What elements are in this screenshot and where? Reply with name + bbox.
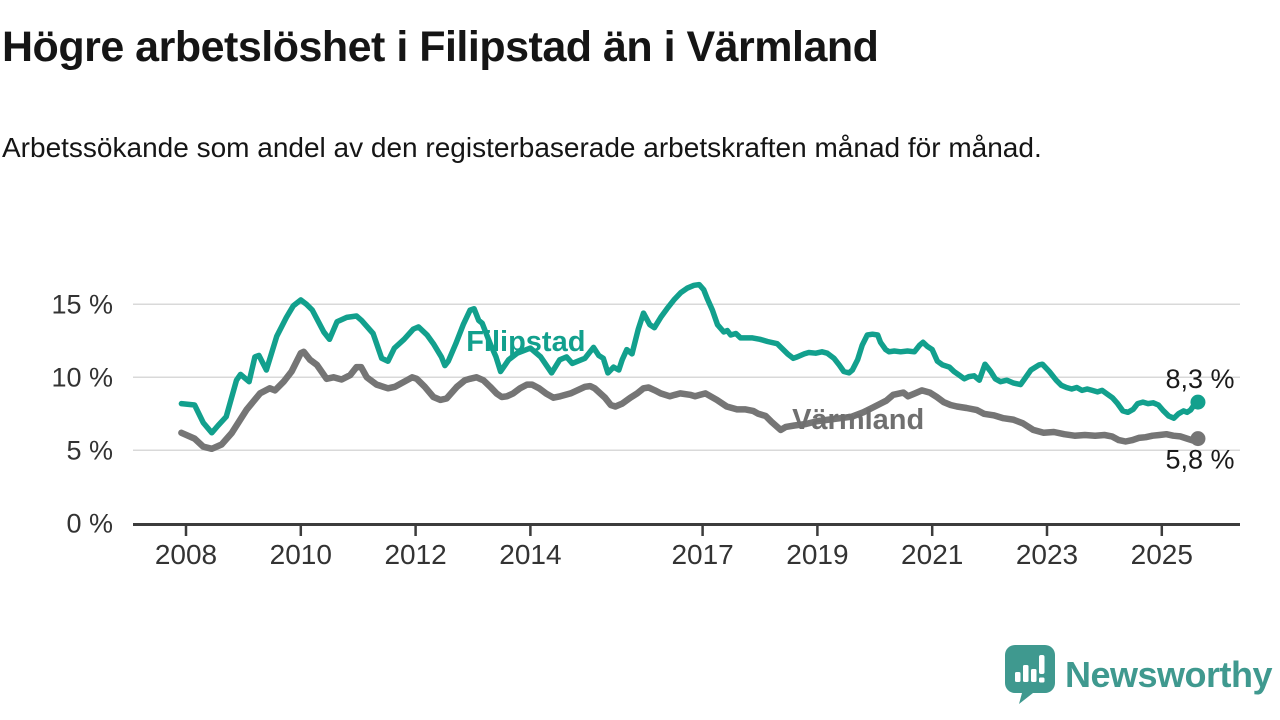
series-line-filipstad <box>178 281 1201 436</box>
x-axis-label: 2012 <box>384 539 446 570</box>
brand-name: Newsworthy <box>1064 653 1273 695</box>
series-end-value-varmland: 5,8 % <box>1165 445 1234 475</box>
x-axis-label: 2023 <box>1016 539 1078 570</box>
x-axis-label: 2010 <box>270 539 332 570</box>
series-end-value-filipstad: 8,3 % <box>1165 364 1234 394</box>
series-end-dot-filipstad <box>1190 394 1206 410</box>
series-line-varmland <box>178 348 1202 453</box>
newsworthy-logo-icon <box>1004 645 1055 704</box>
x-axis-label: 2021 <box>901 539 963 570</box>
x-axis-label: 2014 <box>499 539 561 570</box>
page-title: Högre arbetslöshet i Filipstad än i Värm… <box>2 23 879 71</box>
x-axis-label: 2008 <box>155 539 217 570</box>
y-axis-label: 15 % <box>51 289 113 319</box>
series-end-dot-varmland <box>1190 431 1206 447</box>
brand-footer: Newsworthy <box>1004 645 1273 704</box>
x-axis-label: 2019 <box>786 539 848 570</box>
series-label-filipstad: Filipstad <box>466 326 585 358</box>
x-axis-label: 2017 <box>671 539 733 570</box>
y-axis-label: 5 % <box>66 435 113 465</box>
series-label-varmland: Värmland <box>792 404 924 436</box>
y-axis-label: 0 % <box>66 508 113 538</box>
y-axis-label: 10 % <box>51 362 113 392</box>
x-axis-label: 2025 <box>1131 539 1193 570</box>
chart-subtitle: Arbetssökande som andel av den registerb… <box>2 132 1042 163</box>
